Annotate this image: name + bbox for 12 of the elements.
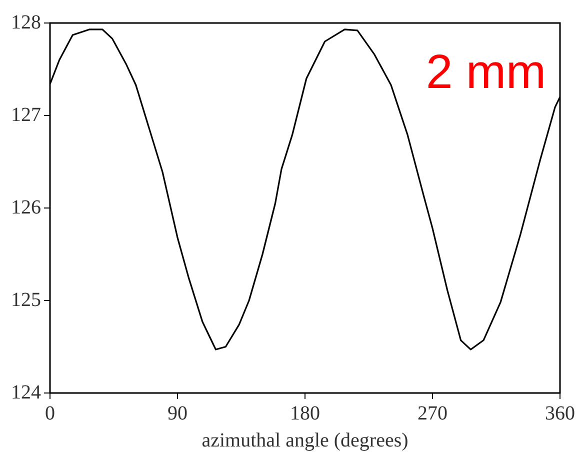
x-tick-label: 270: [418, 402, 448, 424]
y-tick-label: 125: [11, 288, 41, 311]
x-tick-label: 360: [545, 402, 575, 424]
annotation: 2 mm: [426, 46, 546, 100]
x-axis-title: azimuthal angle (degrees): [202, 429, 408, 452]
x-tick-label: 180: [290, 402, 320, 424]
y-tick-label: 128: [11, 11, 41, 34]
y-tick-label: 124: [11, 381, 41, 404]
y-tick-label: 126: [11, 196, 41, 218]
x-tick-label: 0: [45, 402, 55, 424]
y-tick-label: 127: [11, 104, 41, 126]
x-tick-label: 90: [168, 402, 188, 424]
